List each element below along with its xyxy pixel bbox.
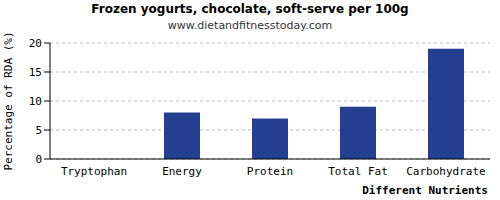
- svg-text:5: 5: [35, 124, 42, 137]
- svg-text:Percentage of RDA (%): Percentage of RDA (%): [8, 31, 15, 170]
- svg-text:Protein: Protein: [247, 165, 293, 178]
- svg-text:Tryptophan: Tryptophan: [61, 165, 127, 178]
- svg-text:Carbohydrate: Carbohydrate: [406, 165, 485, 178]
- svg-text:0: 0: [35, 153, 42, 166]
- svg-text:15: 15: [29, 66, 42, 79]
- svg-text:Different Nutrients: Different Nutrients: [362, 184, 488, 197]
- svg-text:20: 20: [29, 37, 42, 50]
- svg-text:10: 10: [29, 95, 42, 108]
- svg-text:Energy: Energy: [162, 165, 202, 178]
- html-text:www.dietandfitnesstoday.com: www.dietandfitnesstoday.com: [167, 19, 333, 32]
- svg-text:Total Fat: Total Fat: [328, 165, 388, 178]
- html-text:Frozen yogurts, chocolate, sof: Frozen yogurts, chocolate, soft-serve pe…: [91, 2, 409, 16]
